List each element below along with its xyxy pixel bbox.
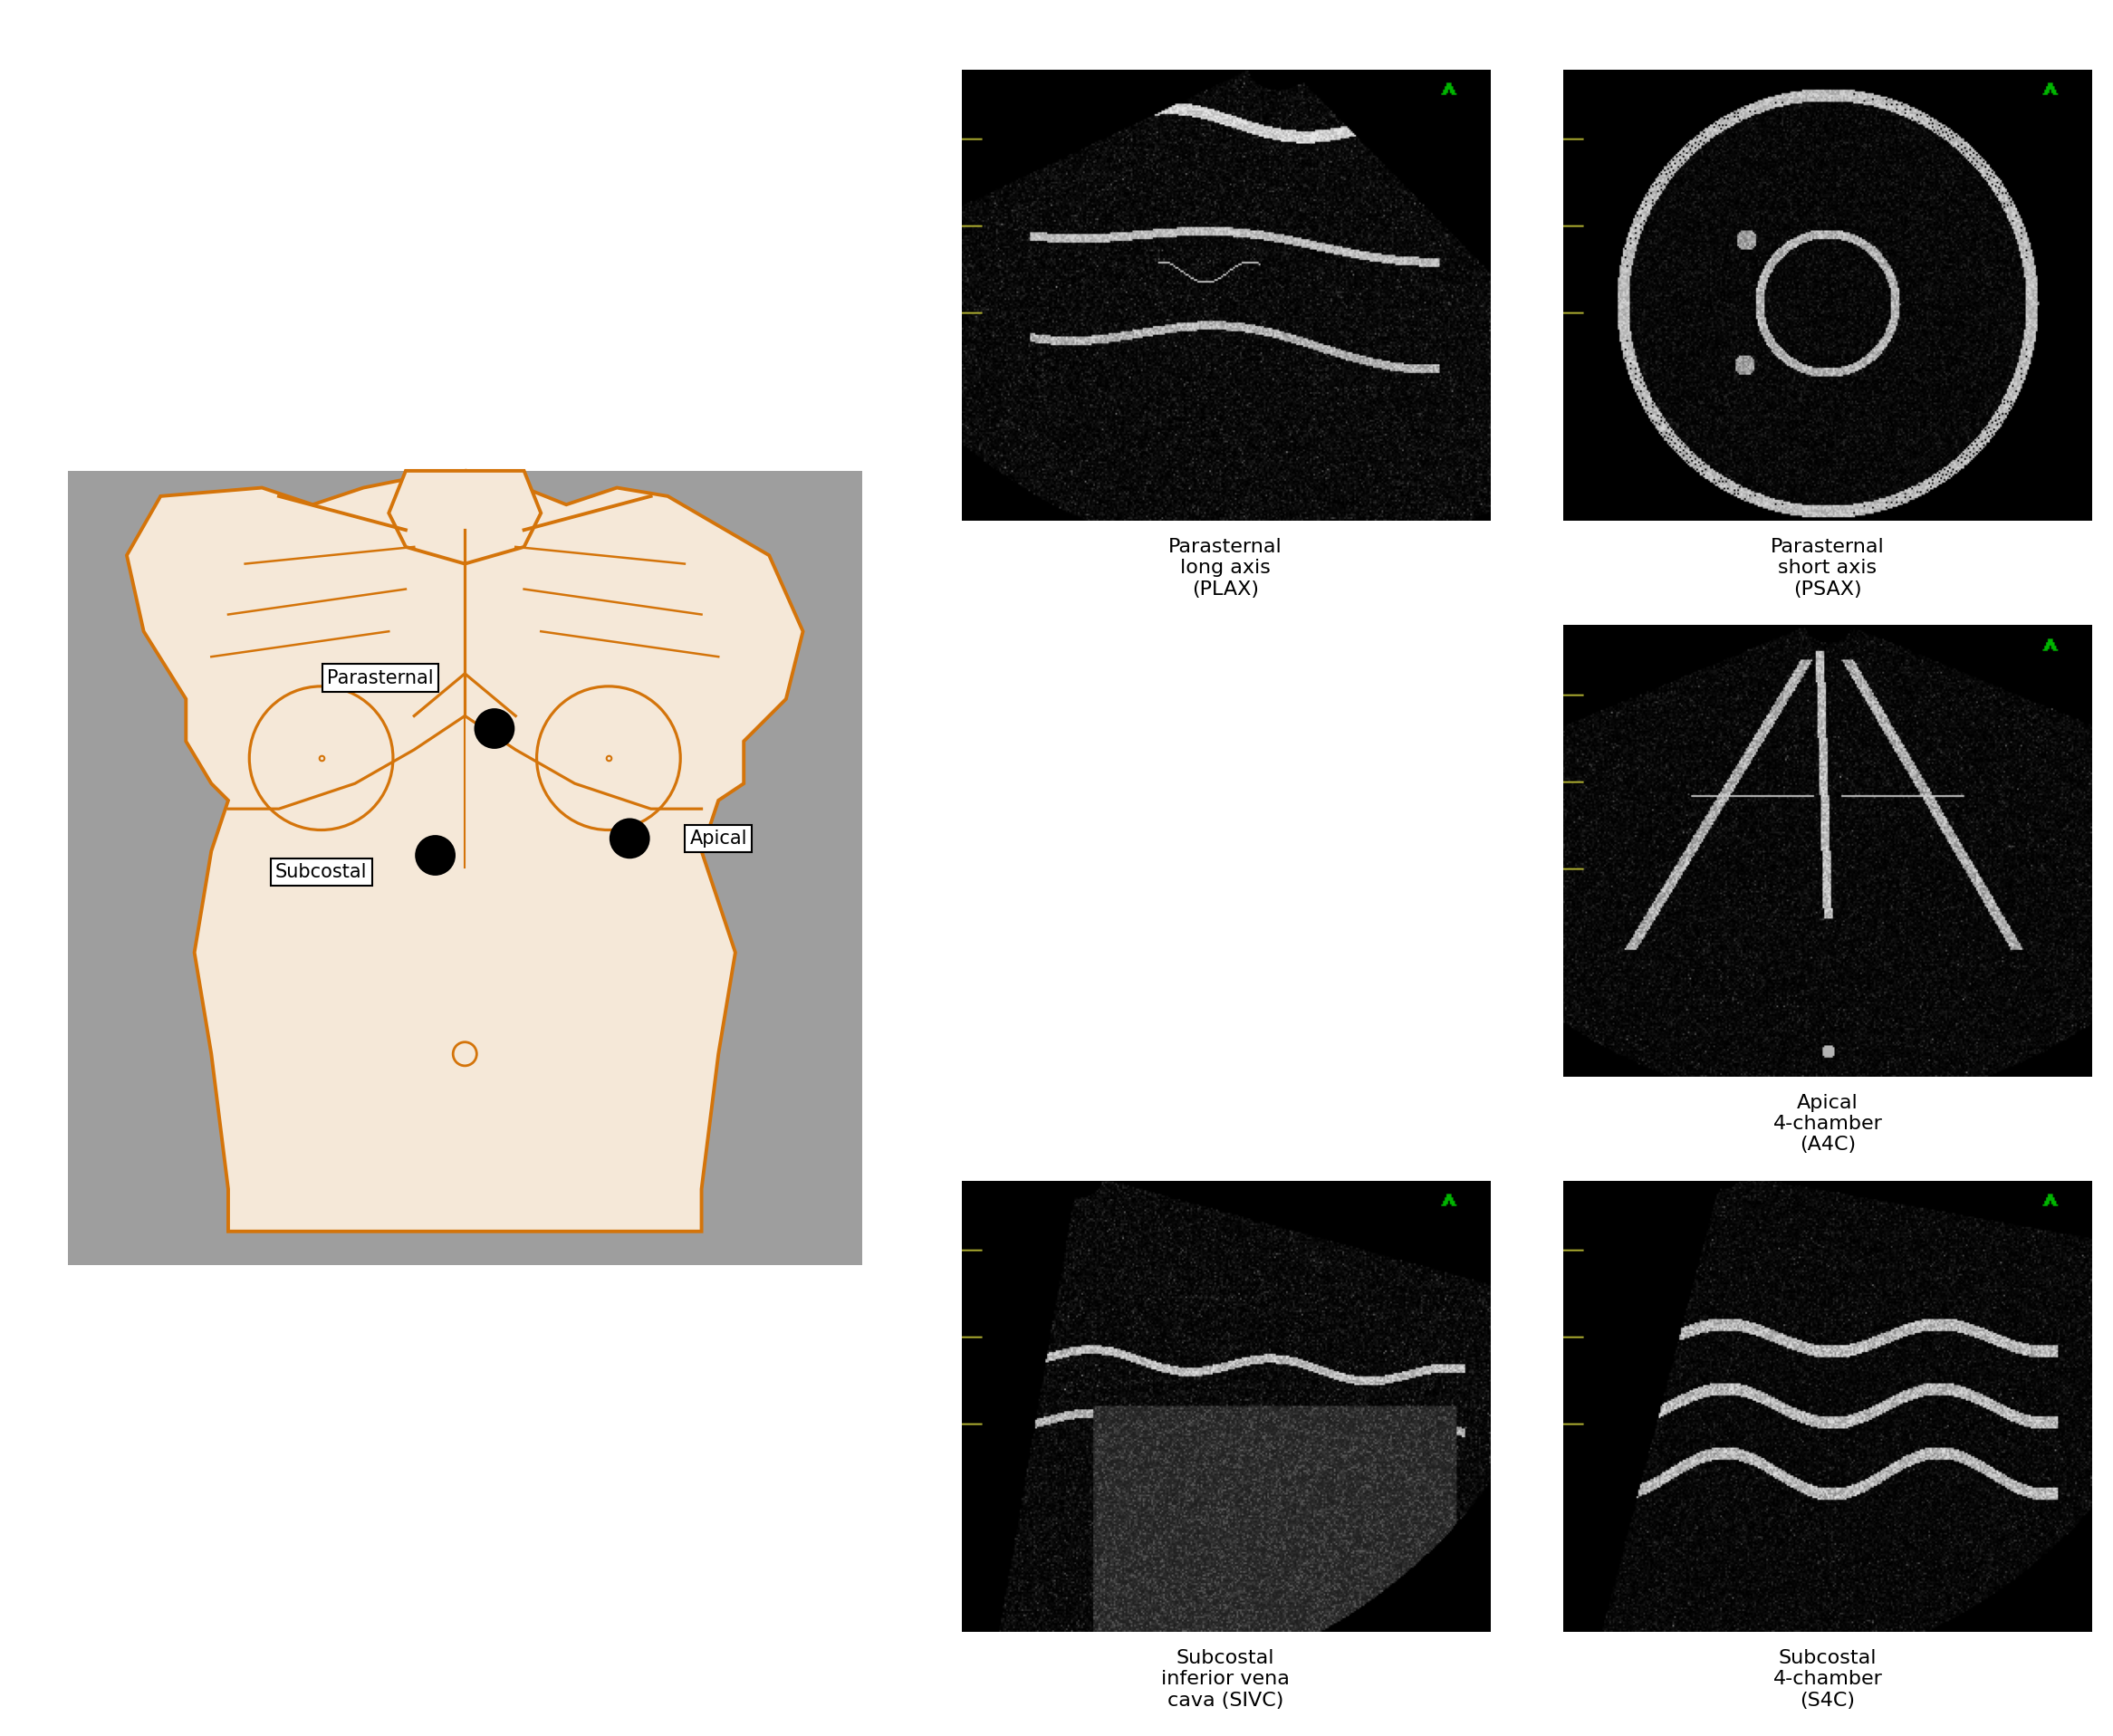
- Polygon shape: [127, 470, 803, 1231]
- Text: Apical
4-chamber
(A4C): Apical 4-chamber (A4C): [1773, 1094, 1883, 1154]
- Text: Subcostal: Subcostal: [275, 863, 368, 882]
- Polygon shape: [389, 470, 541, 564]
- Text: Subcostal
inferior vena
cava (SIVC): Subcostal inferior vena cava (SIVC): [1162, 1649, 1289, 1710]
- Text: Parasternal
short axis
(PSAX): Parasternal short axis (PSAX): [1771, 538, 1885, 599]
- Text: Apical: Apical: [689, 830, 748, 847]
- Text: Parasternal: Parasternal: [328, 668, 433, 687]
- Circle shape: [414, 835, 456, 875]
- Text: Parasternal
long axis
(PLAX): Parasternal long axis (PLAX): [1168, 538, 1283, 599]
- Circle shape: [609, 818, 651, 859]
- FancyBboxPatch shape: [68, 470, 862, 1266]
- Text: Subcostal
4-chamber
(S4C): Subcostal 4-chamber (S4C): [1773, 1649, 1883, 1710]
- Circle shape: [473, 708, 516, 748]
